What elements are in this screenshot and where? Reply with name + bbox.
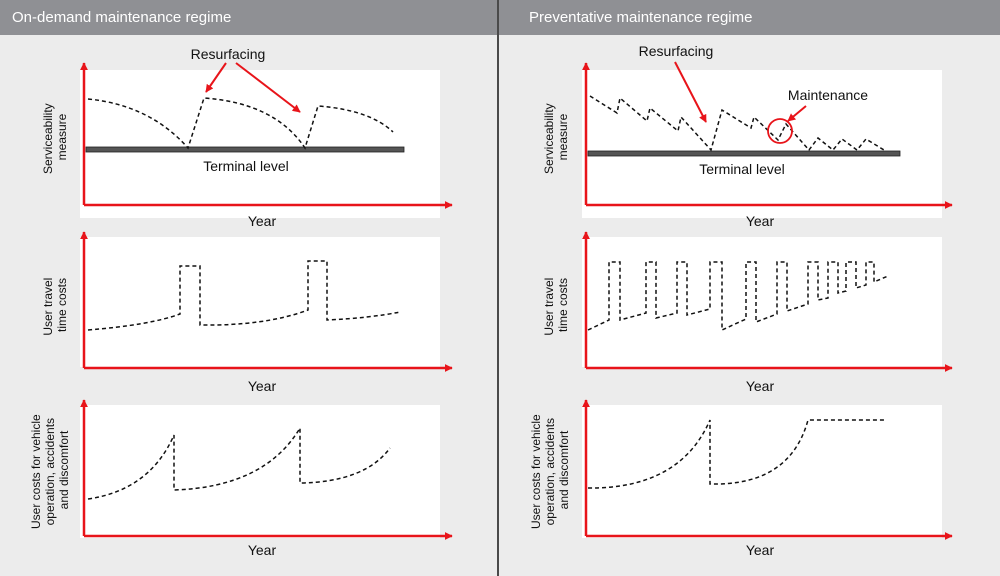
right-serv-y-label-line1: Serviceability xyxy=(542,103,556,174)
right-resurfacing-label: Resurfacing xyxy=(639,43,714,59)
right-vehicle-y-label-line2: operation, accidents xyxy=(543,418,557,525)
right-vehicle-y-label-line1: User costs for vehicle xyxy=(529,414,543,529)
left-vehicle-y-label-line3: and discomfort xyxy=(57,430,71,509)
right-serv-x-label: Year xyxy=(746,213,775,229)
left-travel-y-label-line1: User travel xyxy=(41,278,55,336)
left-terminal-level-bar xyxy=(85,146,405,153)
left-resurfacing-arrow-1 xyxy=(205,62,227,93)
left-serv-curve xyxy=(87,97,394,150)
left-column-header: On-demand maintenance regime xyxy=(0,0,497,35)
left-travel-y-label-line2: time costs xyxy=(55,278,69,332)
panel-right-serviceability xyxy=(582,70,942,218)
left-vehicle-y-label: User costs for vehicle operation, accide… xyxy=(29,411,71,529)
left-serv-y-label-line1: Serviceability xyxy=(41,103,55,174)
left-serv-x-label: Year xyxy=(248,213,277,229)
panel-left-serviceability xyxy=(80,70,440,218)
right-column-header: Preventative maintenance regime xyxy=(499,0,1000,35)
left-vehicle-curve xyxy=(87,425,391,500)
left-terminal-level-label: Terminal level xyxy=(203,158,289,174)
left-travel-y-label: User travel time costs xyxy=(41,274,69,335)
right-travel-y-label: User travel time costs xyxy=(542,274,570,335)
left-serv-y-label: Serviceability measure xyxy=(41,100,69,174)
right-travel-y-label-line2: time costs xyxy=(556,278,570,332)
panel-left-travel xyxy=(80,237,440,367)
left-serv-y-label-line2: measure xyxy=(55,113,69,160)
right-travel-curve xyxy=(587,261,889,332)
panel-left-vehicle xyxy=(80,405,440,538)
left-vehicle-y-label-line2: operation, accidents xyxy=(43,418,57,525)
panel-right-vehicle xyxy=(582,405,942,538)
right-serv-y-label: Serviceability measure xyxy=(542,100,570,174)
panel-right-travel xyxy=(582,237,942,367)
left-travel-curve xyxy=(87,260,401,331)
left-vehicle-x-label: Year xyxy=(248,542,277,558)
right-vehicle-y-label: User costs for vehicle operation, accide… xyxy=(529,411,571,529)
right-terminal-level-bar xyxy=(587,150,901,157)
maintenance-label: Maintenance xyxy=(788,87,868,103)
right-vehicle-curve xyxy=(587,419,884,489)
right-serv-y-label-line2: measure xyxy=(556,113,570,160)
right-vehicle-y-label-line3: and discomfort xyxy=(557,430,571,509)
left-resurfacing-label: Resurfacing xyxy=(191,46,266,62)
left-resurfacing-arrow-2 xyxy=(235,62,301,113)
right-terminal-level-label: Terminal level xyxy=(699,161,785,177)
right-vehicle-x-label: Year xyxy=(746,542,775,558)
left-vehicle-y-label-line1: User costs for vehicle xyxy=(29,414,43,529)
left-travel-x-label: Year xyxy=(248,378,277,394)
right-resurfacing-arrow xyxy=(674,61,707,123)
maintenance-circle-icon xyxy=(767,118,793,144)
column-divider xyxy=(497,0,499,576)
maintenance-arrow xyxy=(787,105,807,122)
right-serv-curve xyxy=(589,95,885,152)
right-travel-y-label-line1: User travel xyxy=(542,278,556,336)
right-travel-x-label: Year xyxy=(746,378,775,394)
